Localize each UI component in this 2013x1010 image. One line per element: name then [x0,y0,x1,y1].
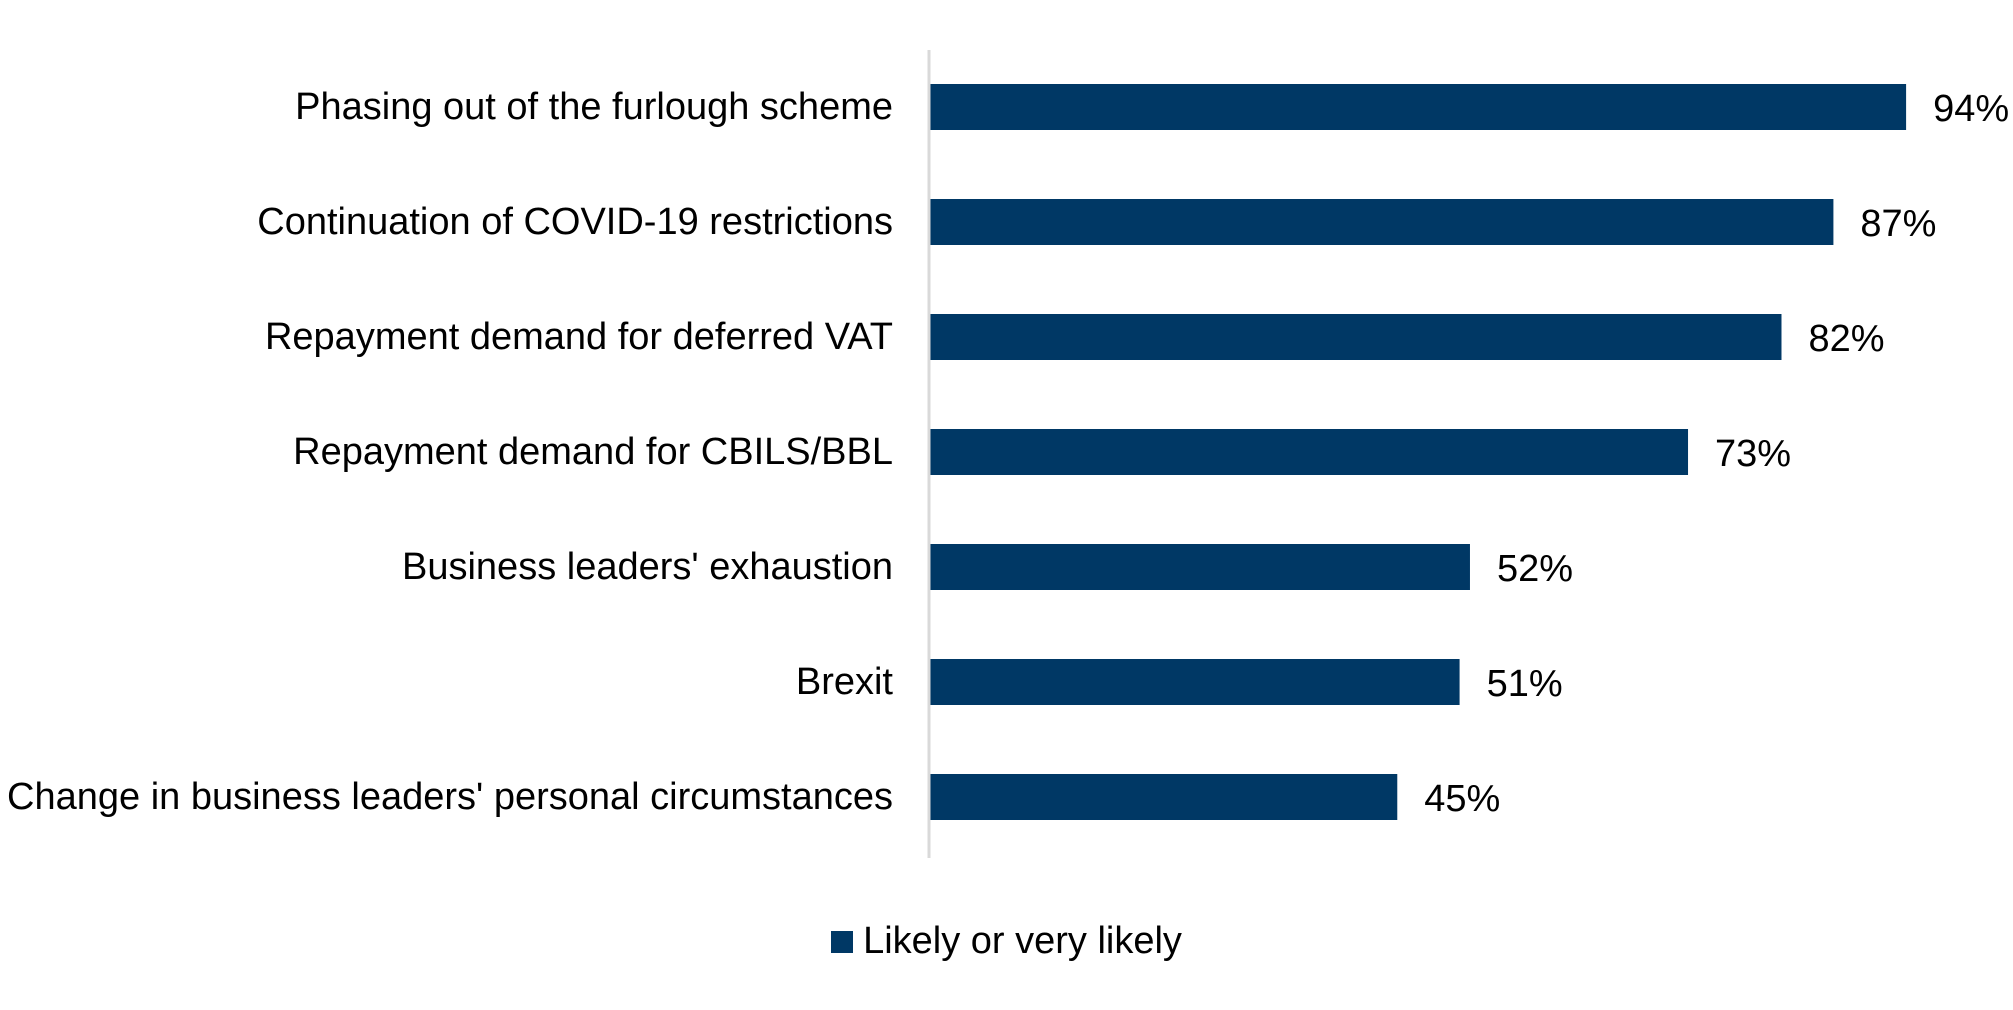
bar-0 [930,84,1907,130]
value-label-3: 73% [1715,433,1791,475]
bar-3 [930,429,1689,475]
bar-2 [930,314,1782,360]
value-label-1: 87% [1860,203,1936,245]
category-label-1: Continuation of COVID-19 restrictions [257,201,893,243]
category-label-4: Business leaders' exhaustion [402,546,893,588]
category-label-2: Repayment demand for deferred VAT [265,316,893,358]
category-label-3: Repayment demand for CBILS/BBL [293,431,893,473]
legend-swatch [831,930,854,953]
value-label-4: 52% [1497,548,1573,590]
value-label-5: 51% [1487,663,1563,705]
legend-label: Likely or very likely [863,920,1182,962]
bar-1 [930,199,1834,245]
bar-4 [930,544,1470,590]
category-label-0: Phasing out of the furlough scheme [295,86,893,128]
bar-6 [930,774,1398,820]
value-label-6: 45% [1424,778,1500,820]
value-label-0: 94% [1933,88,2009,130]
bar-5 [930,659,1460,705]
category-label-5: Brexit [796,661,894,703]
legend: Likely or very likely [0,920,2013,963]
value-label-2: 82% [1808,318,1884,360]
labels-layer: Phasing out of the furlough scheme 94% Con… [7,86,2009,820]
bars-layer [930,84,1907,820]
category-label-6: Change in business leaders' personal cir… [7,776,893,818]
